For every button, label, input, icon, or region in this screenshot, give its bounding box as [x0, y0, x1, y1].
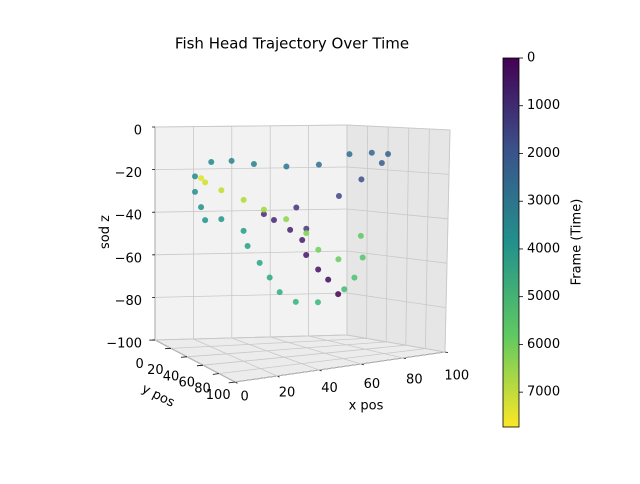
point: [379, 160, 385, 166]
colorbar-tick-label: 4000: [527, 241, 560, 256]
point: [202, 217, 208, 223]
z-tick-label: −100: [106, 337, 142, 352]
point: [293, 205, 299, 211]
colorbar-tick-label: 1000: [527, 98, 560, 113]
point: [192, 173, 198, 179]
back-pane: [155, 125, 347, 340]
point: [293, 299, 299, 305]
z-axis-label: z pos: [98, 215, 113, 249]
point: [192, 189, 198, 195]
point: [369, 150, 375, 156]
point: [261, 207, 267, 213]
z-tick-label: 0: [134, 124, 142, 139]
x-tick-label: 0: [240, 390, 248, 405]
y-tick-label: 60: [179, 376, 196, 391]
y-tick-mark: [229, 382, 235, 383]
y-tick-mark: [213, 374, 219, 375]
point: [341, 286, 347, 292]
point: [335, 256, 341, 262]
z-tick-label: −20: [115, 166, 142, 181]
x-tick-mark: [445, 352, 448, 353]
colorbar-tick-label: 6000: [527, 337, 560, 352]
point: [315, 299, 321, 305]
colorbar-tick-label: 2000: [527, 146, 560, 161]
point: [245, 243, 251, 249]
z-tick-label: −60: [115, 251, 142, 266]
colorbar-tick-label: 3000: [527, 194, 560, 209]
point: [315, 247, 321, 253]
point: [277, 289, 283, 295]
point: [283, 216, 289, 222]
colorbar: [503, 58, 519, 427]
y-tick-label: 0: [135, 357, 143, 372]
point: [303, 252, 309, 258]
point: [241, 228, 247, 234]
y-tick-label: 40: [163, 369, 180, 384]
z-tick-label: −40: [115, 209, 142, 224]
colorbar-tick-label: 0: [527, 51, 535, 66]
point: [208, 159, 214, 165]
point: [229, 158, 235, 164]
point: [335, 291, 341, 297]
point: [351, 275, 357, 281]
point: [198, 175, 204, 181]
point: [267, 274, 273, 280]
point: [287, 227, 293, 233]
z-tick-label: −80: [115, 294, 142, 309]
point: [325, 277, 331, 283]
colorbar-label: Frame (Time): [570, 199, 585, 286]
point: [316, 162, 322, 168]
x-tick-label: 100: [444, 369, 469, 384]
point: [358, 233, 364, 239]
point: [385, 151, 391, 157]
x-axis-label: x pos: [349, 399, 384, 414]
point: [218, 216, 224, 222]
point: [358, 176, 364, 182]
point: [315, 266, 321, 272]
point: [218, 187, 224, 193]
point: [283, 163, 289, 169]
y-tick-mark: [197, 365, 203, 366]
y-axis-label: y pos: [139, 381, 177, 410]
x-tick-label: 60: [364, 377, 381, 392]
colorbar-tick-label: 5000: [527, 289, 560, 304]
point: [299, 237, 305, 243]
point: [241, 197, 247, 203]
x-tick-label: 80: [406, 373, 423, 388]
x-tick-label: 20: [279, 385, 296, 400]
y-tick-label: 20: [147, 363, 164, 378]
point: [336, 193, 342, 199]
x-tick-label: 40: [321, 381, 338, 396]
point: [257, 260, 263, 266]
point: [346, 151, 352, 157]
point: [198, 204, 204, 210]
colorbar-tick-label: 7000: [527, 385, 560, 400]
chart-title: Fish Head Trajectory Over Time: [175, 35, 409, 53]
point: [251, 161, 257, 167]
point: [360, 254, 366, 260]
point: [303, 230, 309, 236]
point: [271, 217, 277, 223]
y-tick-label: 100: [206, 388, 231, 403]
side-pane: [347, 125, 450, 352]
